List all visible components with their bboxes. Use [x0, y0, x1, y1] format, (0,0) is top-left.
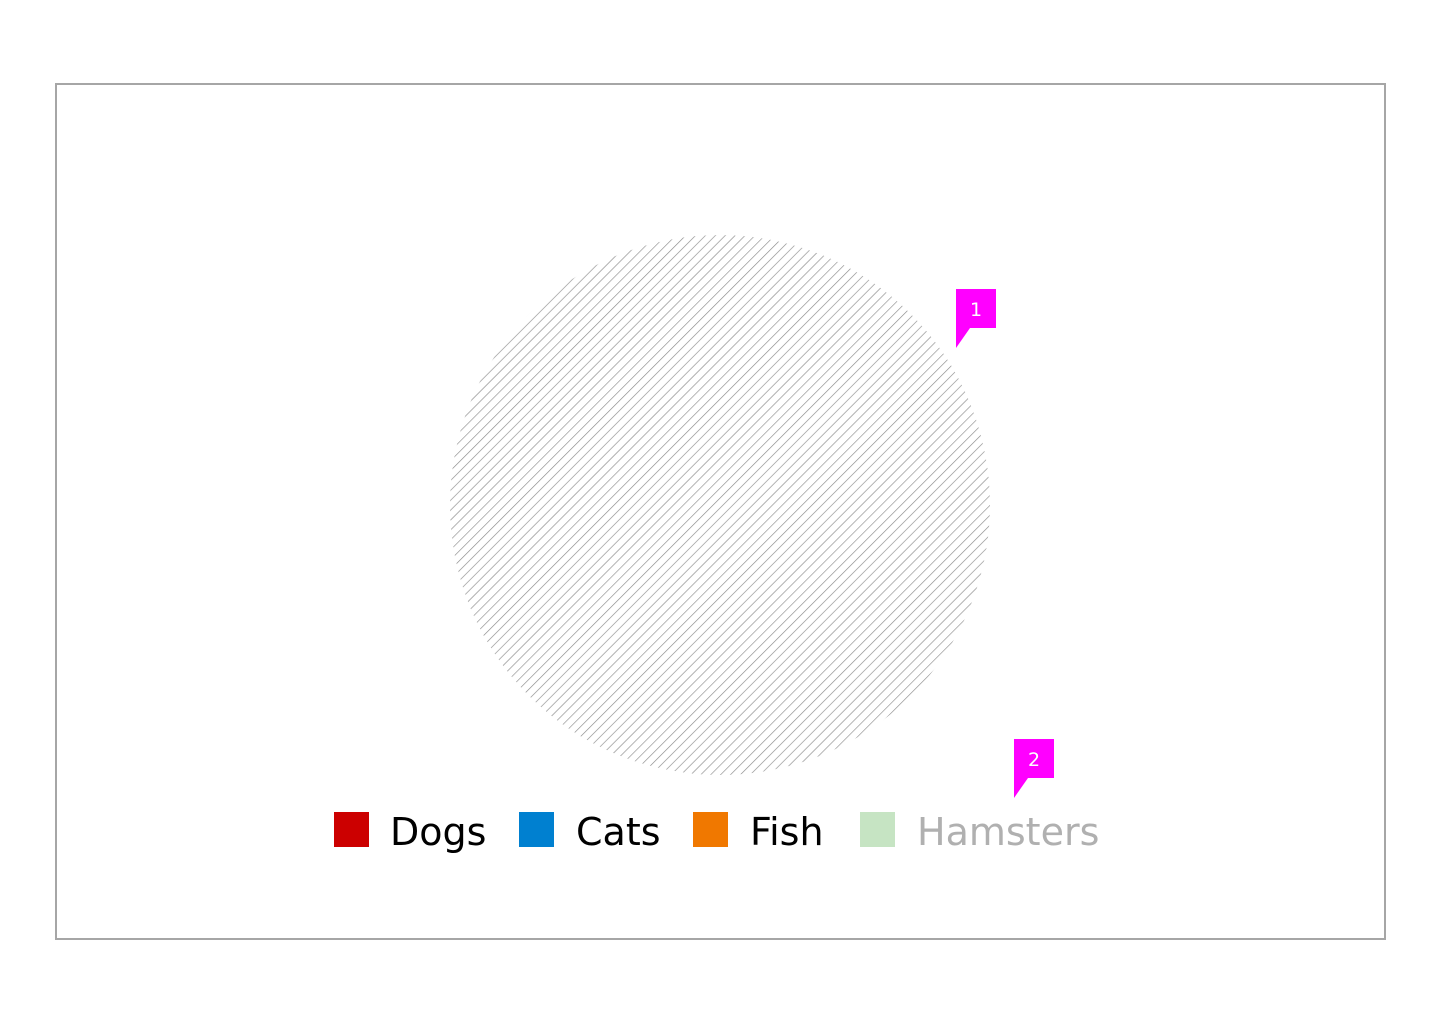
legend-item-hamsters[interactable]: Hamsters: [860, 810, 1099, 854]
legend-label: Cats: [576, 810, 661, 854]
annotation-marker-2: 2: [1014, 739, 1054, 798]
legend-label: Hamsters: [917, 810, 1099, 854]
legend-label: Fish: [750, 810, 824, 854]
legend-swatch: [693, 812, 728, 847]
pie-placeholder: [450, 235, 990, 775]
annotation-marker-1: 1: [956, 289, 996, 348]
annotation-flag: [956, 289, 996, 348]
legend-swatch: [519, 812, 554, 847]
legend-item-fish[interactable]: Fish: [693, 810, 824, 854]
legend-swatch: [860, 812, 895, 847]
legend-label: Dogs: [390, 810, 486, 854]
annotation-label: 1: [970, 299, 982, 321]
legend-item-cats[interactable]: Cats: [519, 810, 661, 854]
annotation-label: 2: [1028, 749, 1040, 771]
annotation-markers: 12: [956, 289, 1054, 798]
annotation-flag: [1014, 739, 1054, 798]
legend-swatch: [334, 812, 369, 847]
chart-legend: Dogs Cats Fish Hamsters: [334, 810, 1099, 854]
legend-item-dogs[interactable]: Dogs: [334, 810, 486, 854]
